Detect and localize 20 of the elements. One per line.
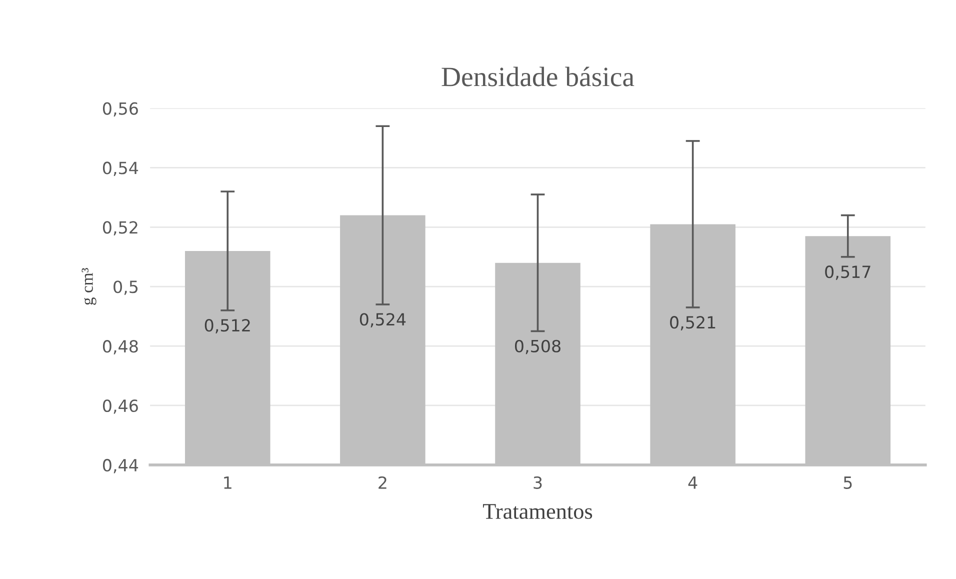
x-tick-label: 4 (688, 476, 698, 489)
y-tick-label: 0,44 (102, 458, 138, 474)
y-tick-label: 0,5 (114, 280, 138, 295)
data-label: 0,508 (514, 340, 560, 354)
y-tick-label: 0,48 (102, 340, 138, 354)
y-tick-label: 0,46 (102, 399, 138, 414)
data-label: 0,512 (204, 319, 250, 334)
x-tick-label: 1 (224, 476, 232, 489)
y-tick-label: 0,56 (102, 102, 138, 117)
x-axis-title: Tratamentos (483, 504, 592, 519)
y-tick-label: 0,54 (102, 162, 138, 176)
y-tick-label: 0,52 (102, 221, 138, 236)
y-axis-title: g cm³ (82, 268, 96, 305)
data-label: 0,524 (360, 313, 406, 328)
x-tick-label: 5 (844, 476, 852, 489)
data-label: 0,521 (670, 316, 716, 330)
x-tick-label: 3 (534, 476, 542, 489)
x-tick-label: 2 (378, 476, 386, 489)
data-label: 0,517 (825, 266, 870, 280)
chart-title: Densidade básica (442, 66, 634, 86)
